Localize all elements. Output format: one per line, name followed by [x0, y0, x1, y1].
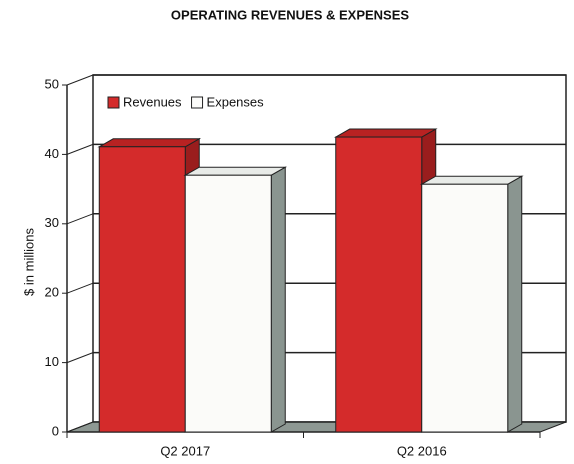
bar-front [184, 174, 272, 433]
bar [419, 175, 524, 433]
y-tick-label: 10 [45, 354, 59, 369]
legend-label: Expenses [207, 94, 265, 109]
bar-front [421, 183, 509, 433]
bar-top [419, 175, 524, 185]
bar [183, 166, 288, 433]
bar-top [333, 128, 438, 138]
x-tick-label: Q2 2017 [160, 443, 210, 458]
grid-diagonal [66, 421, 94, 433]
bar-top [183, 166, 288, 176]
grid-diagonal [66, 74, 94, 86]
y-tick-label: 20 [45, 285, 59, 300]
bar [97, 137, 202, 433]
bar-front [98, 146, 186, 433]
grid-diagonal [66, 213, 94, 225]
bar-top [97, 138, 202, 148]
x-tick-label: Q2 2016 [397, 443, 447, 458]
bar-side [507, 175, 523, 433]
y-tick-label: 0 [52, 423, 59, 438]
bar-front [335, 136, 423, 433]
chart-title: OPERATING REVENUES & EXPENSES [171, 7, 409, 22]
y-tick-label: 50 [45, 76, 59, 91]
grid-diagonal [66, 352, 94, 364]
y-tick-label: 30 [45, 215, 59, 230]
legend-swatch [107, 96, 120, 109]
y-tick-label: 40 [45, 146, 59, 161]
y-axis-label: $ in millions [21, 228, 36, 296]
legend-label: Revenues [123, 94, 182, 109]
legend-swatch [191, 96, 204, 109]
grid-diagonal [66, 282, 94, 294]
grid-diagonal [66, 143, 94, 155]
bar [333, 128, 438, 433]
bar-side [270, 166, 286, 433]
